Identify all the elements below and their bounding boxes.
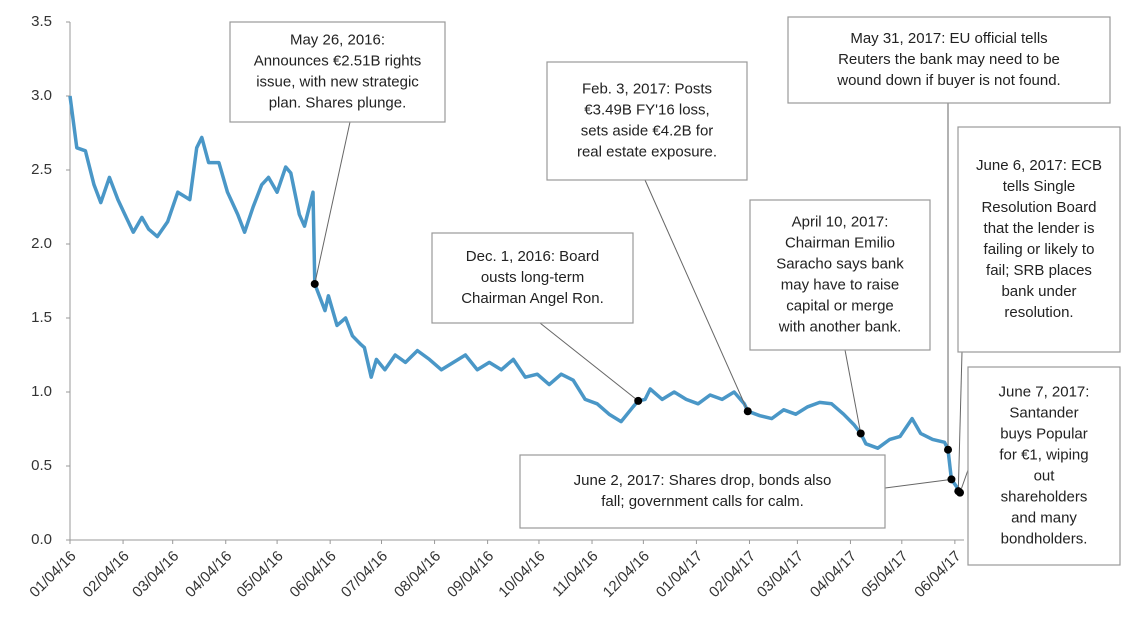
annotation-text: fail; SRB places	[986, 262, 1092, 279]
annotation-text: bank under	[1001, 283, 1076, 300]
y-tick-label: 3.0	[31, 87, 52, 104]
annotation-text: issue, with new strategic	[256, 73, 419, 90]
annotation-text: and many	[1011, 509, 1077, 526]
event-marker	[944, 445, 953, 454]
annotation-text: Announces €2.51B rights	[254, 52, 422, 69]
leader-line	[314, 121, 351, 285]
annotation-text: €3.49B FY'16 loss,	[584, 101, 709, 118]
leader-line	[644, 179, 749, 412]
y-tick-label: 1.0	[31, 383, 52, 400]
annotation-text: Reuters the bank may need to be	[838, 51, 1060, 68]
annotation-text: plan. Shares plunge.	[269, 94, 407, 111]
annotation-text: Chairman Emilio	[785, 234, 895, 251]
leader-line	[959, 469, 969, 493]
price-line	[68, 95, 962, 494]
annotation-box	[957, 126, 1121, 353]
annotation-text: Feb. 3, 2017: Posts	[582, 80, 712, 97]
annotation-text: with another bank.	[778, 318, 902, 335]
leader-line	[539, 322, 639, 402]
event-marker	[634, 396, 643, 405]
annotation-text: shareholders	[1001, 488, 1088, 505]
annotation-text: Resolution Board	[981, 199, 1096, 216]
annotation-text: resolution.	[1004, 304, 1073, 321]
annotation-text: real estate exposure.	[577, 143, 717, 160]
y-tick-label: 2.5	[31, 161, 52, 178]
annotation-text: April 10, 2017:	[792, 213, 889, 230]
annotation-box	[546, 61, 748, 181]
y-tick-label: 0.0	[31, 531, 52, 548]
y-tick-label: 1.5	[31, 309, 52, 326]
event-marker	[856, 429, 865, 438]
annotation-text: sets aside €4.2B for	[581, 122, 714, 139]
annotation-text: Dec. 1, 2016: Board	[466, 248, 599, 265]
annotation-text: bondholders.	[1001, 530, 1088, 547]
event-marker	[743, 407, 752, 416]
leader-line	[844, 349, 862, 434]
annotation-box	[749, 199, 931, 351]
annotation-text: Santander	[1009, 404, 1078, 421]
annotation-box	[787, 16, 1111, 104]
annotation-text: May 26, 2016:	[290, 31, 385, 48]
annotation-text: Chairman Angel Ron.	[461, 290, 604, 307]
annotation-text: capital or merge	[786, 297, 894, 314]
event-marker	[956, 488, 964, 497]
annotation-text: that the lender is	[984, 220, 1095, 237]
annotation-text: ousts long-term	[481, 269, 584, 286]
annotation-text: June 2, 2017: Shares drop, bonds also	[574, 472, 832, 489]
event-marker	[947, 475, 956, 484]
annotation-text: wound down if buyer is not found.	[836, 72, 1060, 89]
annotation-box	[431, 232, 634, 324]
y-tick-label: 3.5	[31, 13, 52, 30]
leader-line	[884, 478, 952, 489]
annotation-text: fall; government calls for calm.	[601, 493, 804, 510]
annotation-box	[967, 366, 1121, 566]
annotation-text: tells Single	[1003, 178, 1076, 195]
leader-line	[957, 351, 963, 492]
annotation-text: out	[1034, 467, 1056, 484]
annotation-text: buys Popular	[1000, 425, 1088, 442]
y-tick-label: 0.5	[31, 457, 52, 474]
event-marker	[310, 279, 319, 288]
annotation-text: May 31, 2017: EU official tells	[850, 30, 1047, 47]
annotation-text: may have to raise	[781, 276, 899, 293]
annotation-box	[229, 21, 446, 123]
annotation-text: June 6, 2017: ECB	[976, 157, 1102, 174]
annotation-text: June 7, 2017:	[999, 383, 1090, 400]
annotation-text: for €1, wiping	[999, 446, 1088, 463]
y-tick-label: 2.0	[31, 235, 52, 252]
annotation-text: failing or likely to	[984, 241, 1095, 258]
annotation-text: Saracho says bank	[776, 255, 904, 272]
annotation-box	[519, 454, 886, 529]
